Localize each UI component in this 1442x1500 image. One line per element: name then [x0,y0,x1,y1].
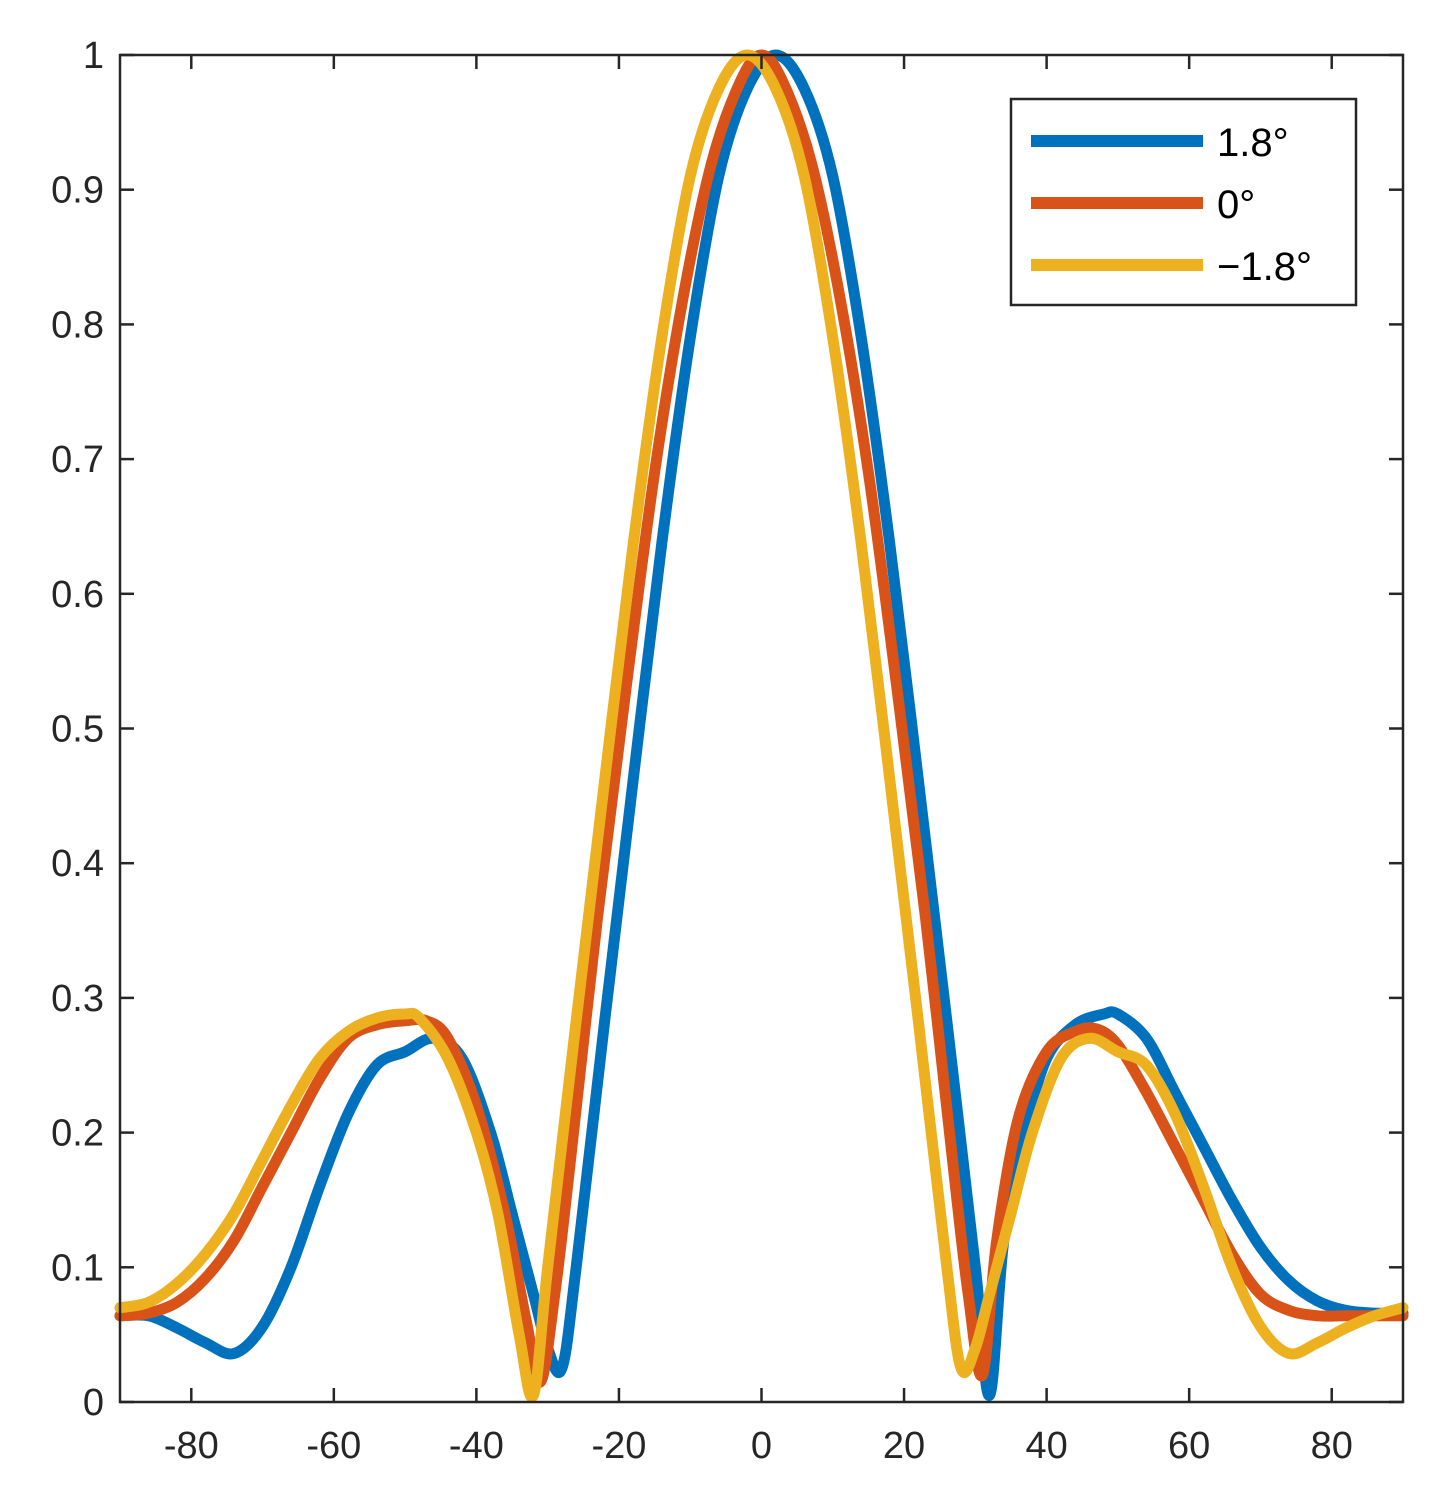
y-tick-label: 0.3 [51,978,104,1020]
series-line-3 [114,49,1409,1403]
x-tick-label: 0 [751,1425,772,1467]
y-tick-label: 0.2 [51,1113,104,1155]
x-tick-label: 60 [1168,1425,1210,1467]
x-tick-label: 40 [1025,1425,1067,1467]
x-tick-label: -80 [164,1425,219,1467]
x-tick-label: -20 [591,1425,646,1467]
x-tick-label: -40 [449,1425,504,1467]
legend: 1.8° 0° −1.8° [1009,97,1358,307]
y-tick-label: 0.4 [51,843,104,885]
legend-label-1: 1.8° [1217,121,1289,165]
y-tick-label: 0.8 [51,304,104,346]
y-tick-label: 0 [83,1382,104,1424]
x-tick-label: -60 [306,1425,361,1467]
y-tick-label: 0.1 [51,1247,104,1289]
legend-label-2: 0° [1217,183,1255,227]
y-tick-label: 0.6 [51,574,104,616]
tick-layer: -80 -60 -40 -20 0 20 40 60 80 0 0.1 0.2 0.3 0.4 0.5 0.6… [51,35,1403,1467]
y-tick-label: 0.7 [51,439,104,481]
y-tick-label: 0.5 [51,709,104,751]
x-tick-label: 80 [1311,1425,1353,1467]
y-tick-label: 0.9 [51,170,104,212]
legend-label-3: −1.8° [1217,245,1312,289]
x-tick-label: 20 [883,1425,925,1467]
y-tick-label: 1 [83,35,104,77]
